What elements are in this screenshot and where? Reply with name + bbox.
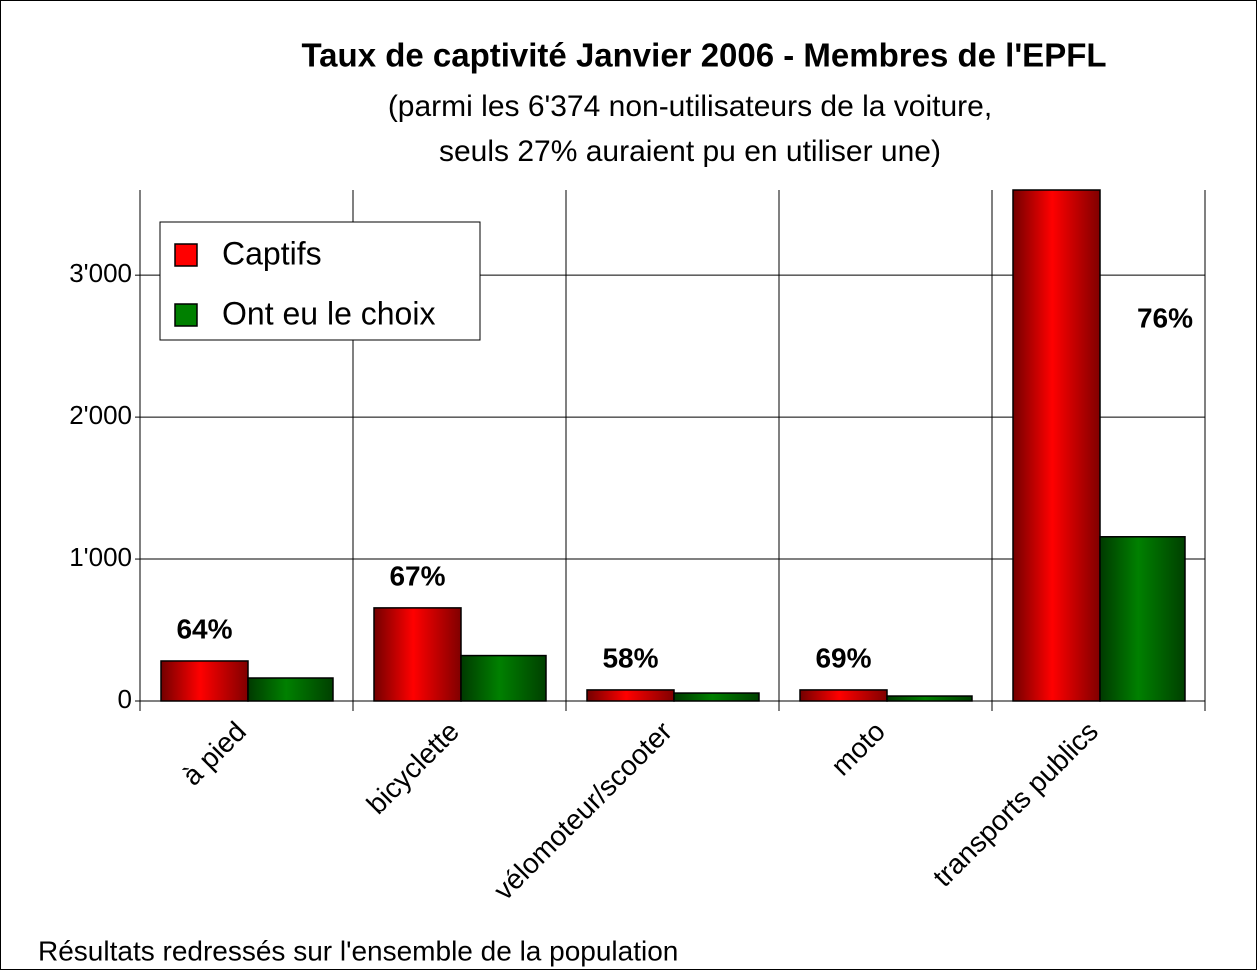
legend-label: Captifs — [222, 235, 322, 271]
bar — [1099, 536, 1186, 702]
annotation: 76% — [1137, 302, 1193, 333]
x-tick-label: bicyclette — [361, 716, 465, 820]
y-tick-label: 0 — [118, 684, 132, 714]
annotation: 69% — [815, 642, 871, 673]
x-tick-label: moto — [825, 716, 891, 782]
bar — [247, 677, 334, 702]
bar — [460, 654, 547, 702]
chart-subtitle: (parmi les 6'374 non-utilisateurs de la … — [388, 90, 992, 123]
legend-label: Ont eu le choix — [222, 295, 435, 331]
bar — [1012, 189, 1101, 702]
annotation: 64% — [176, 613, 232, 644]
bar — [799, 689, 888, 702]
legend-swatch — [174, 243, 198, 267]
y-tick-label: 3'000 — [69, 258, 132, 288]
annotation: 67% — [389, 560, 445, 591]
y-tick-label: 1'000 — [69, 542, 132, 572]
footnote: Résultats redressés sur l'ensemble de la… — [38, 935, 678, 966]
y-tick-label: 2'000 — [69, 400, 132, 430]
x-tick-label: vélomoteur/scooter — [488, 716, 678, 906]
legend-swatch — [174, 303, 198, 327]
legend-box — [159, 221, 481, 341]
bar — [886, 695, 973, 702]
bar — [586, 689, 675, 702]
x-tick-label: transports publics — [927, 716, 1104, 893]
annotation: 58% — [602, 642, 658, 673]
bar — [160, 660, 249, 702]
x-tick-label: à pied — [176, 716, 252, 792]
chart-subtitle: seuls 27% auraient pu en utiliser une) — [439, 135, 941, 168]
bar — [373, 607, 462, 702]
bar — [673, 692, 760, 702]
chart-title: Taux de captivité Janvier 2006 - Membres… — [301, 37, 1106, 74]
